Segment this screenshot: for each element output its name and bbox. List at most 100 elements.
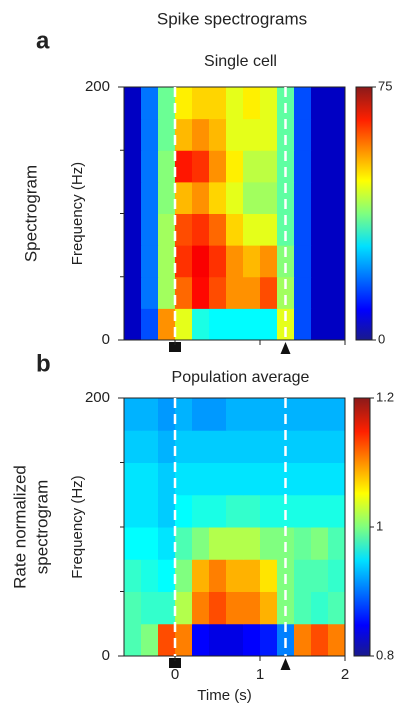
heat-cell	[209, 591, 227, 625]
heat-cell	[141, 591, 159, 625]
row-label: Spectrogram	[21, 165, 40, 262]
heat-cell	[141, 462, 159, 496]
heat-cell	[175, 462, 193, 496]
heat-cell	[328, 623, 346, 657]
heat-cell	[192, 150, 210, 183]
heat-cell	[158, 213, 176, 246]
heat-cell	[209, 398, 227, 431]
heat-cell	[243, 213, 261, 246]
heat-cell	[192, 181, 210, 214]
heat-cell	[158, 118, 176, 151]
heat-cell	[124, 462, 142, 496]
heat-cell	[311, 430, 329, 463]
heat-cell	[141, 494, 159, 528]
heat-cell	[175, 118, 193, 151]
heat-cell	[277, 213, 295, 246]
x-tick-label: 0	[171, 666, 179, 683]
heat-cell	[260, 118, 278, 151]
heat-cell	[209, 559, 227, 592]
heat-cell	[141, 213, 159, 246]
heat-cell	[141, 308, 159, 341]
colorbar	[355, 86, 373, 341]
heat-cell	[209, 276, 227, 309]
heat-cell	[158, 245, 176, 278]
heat-cell	[260, 87, 278, 120]
heat-cell	[124, 308, 142, 341]
heat-cell	[277, 181, 295, 214]
colorbar-tick-label: 75	[378, 78, 392, 93]
figure-title: Spike spectrograms	[157, 9, 307, 28]
heat-cell	[277, 276, 295, 309]
heat-cell	[141, 527, 159, 560]
heat-cell	[311, 527, 329, 560]
heat-cell	[328, 559, 346, 592]
heat-cell	[209, 150, 227, 183]
heat-cell	[209, 494, 227, 528]
panel-label: a	[36, 27, 50, 54]
heat-cell	[226, 213, 244, 246]
heat-cell	[294, 276, 312, 309]
heat-cell	[209, 308, 227, 341]
heat-cell	[192, 398, 210, 431]
heat-cell	[192, 87, 210, 120]
heat-cell	[243, 527, 261, 560]
heat-cell	[243, 118, 261, 151]
heat-cell	[209, 430, 227, 463]
panel-label: b	[36, 350, 51, 377]
heat-cell	[294, 559, 312, 592]
colorbar-tick-label: 1.2	[376, 389, 394, 404]
heat-cell	[192, 276, 210, 309]
heat-cell	[226, 308, 244, 341]
heat-cell	[192, 527, 210, 560]
heat-cell	[243, 245, 261, 278]
heat-cell	[311, 245, 329, 278]
heat-cell	[328, 118, 346, 151]
heat-cell	[124, 527, 142, 560]
heat-cell	[192, 118, 210, 151]
heat-cell	[243, 87, 261, 120]
heat-cell	[141, 87, 159, 120]
heat-cell	[124, 430, 142, 463]
heat-cell	[243, 181, 261, 214]
heat-cell	[209, 118, 227, 151]
heat-cell	[141, 276, 159, 309]
y-axis-label: Frequency (Hz)	[69, 475, 86, 578]
heat-cell	[260, 559, 278, 592]
heat-cell	[311, 181, 329, 214]
heat-cell	[175, 430, 193, 463]
heat-cell	[124, 87, 142, 120]
heat-cell	[175, 559, 193, 592]
heat-cell	[260, 308, 278, 341]
event-marker	[280, 658, 291, 670]
heat-cell	[260, 276, 278, 309]
heat-cell	[158, 623, 176, 657]
heat-cell	[328, 527, 346, 560]
heat-cell	[277, 245, 295, 278]
heat-cell	[226, 527, 244, 560]
heat-cell	[294, 494, 312, 528]
heat-cell	[294, 398, 312, 431]
heat-cell	[311, 591, 329, 625]
heat-cell	[158, 462, 176, 496]
heat-cell	[294, 308, 312, 341]
heat-cell	[294, 150, 312, 183]
heat-cell	[158, 494, 176, 528]
heat-cell	[175, 150, 193, 183]
heat-cell	[192, 494, 210, 528]
heat-cell	[124, 181, 142, 214]
heat-cell	[328, 213, 346, 246]
heat-cell	[277, 118, 295, 151]
colorbar-tick-label: 0.8	[376, 647, 394, 662]
heat-cell	[294, 118, 312, 151]
heat-cell	[328, 398, 346, 431]
heat-cell	[260, 181, 278, 214]
heat-cell	[226, 591, 244, 625]
heat-cell	[226, 181, 244, 214]
heat-cell	[226, 118, 244, 151]
heat-cell	[294, 430, 312, 463]
heat-cell	[226, 494, 244, 528]
heat-cell	[277, 308, 295, 341]
heat-cell	[209, 245, 227, 278]
heat-cell	[124, 559, 142, 592]
heat-cell	[328, 462, 346, 496]
